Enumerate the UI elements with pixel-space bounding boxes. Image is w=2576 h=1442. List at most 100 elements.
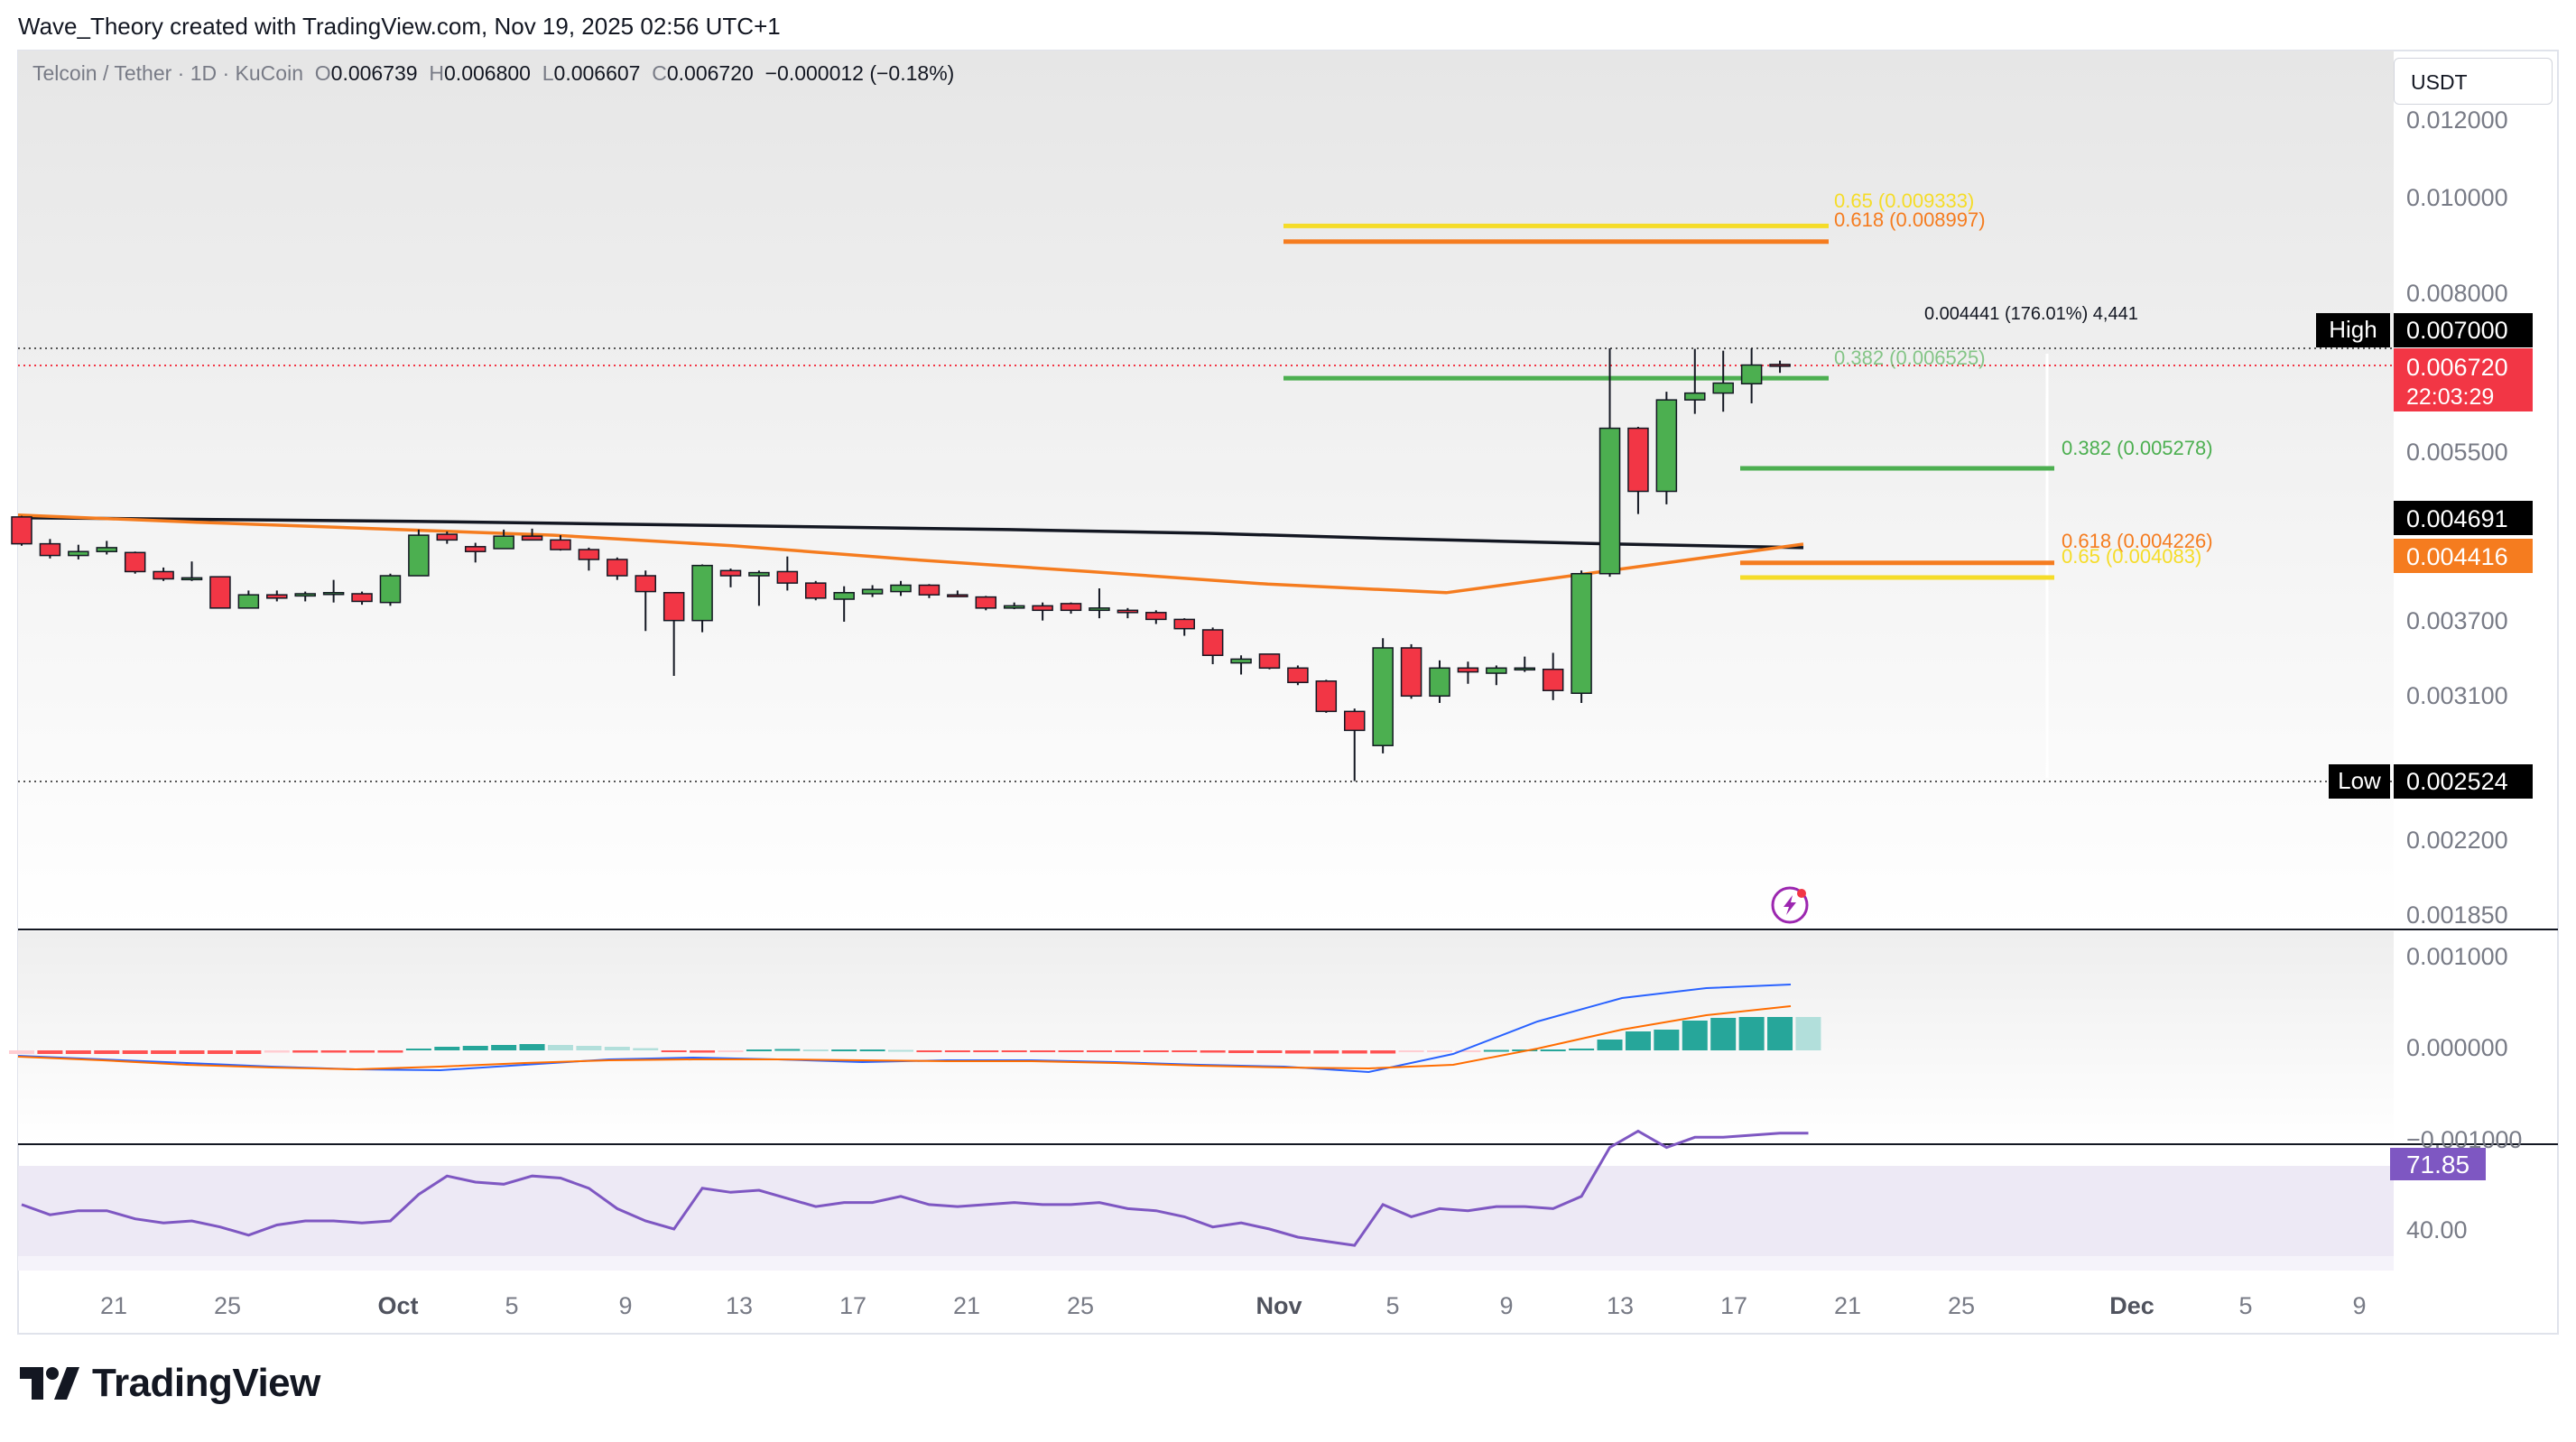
macd-histogram-bar [519,1044,545,1050]
macd-histogram-bar [859,1049,885,1051]
time-axis-label: 25 [214,1292,241,1319]
candle-body [1145,612,1167,621]
ema200-badge: 0.004691 [2394,501,2533,535]
last-price-badge: 0.006720 22:03:29 [2394,348,2533,411]
candle-body [1429,667,1450,698]
macd-histogram-bar [1767,1017,1793,1050]
candle [266,590,288,602]
rsi-band [18,1166,2394,1256]
time-axis-label: Oct [377,1292,418,1319]
time-axis-label: 5 [1385,1292,1399,1319]
macd-histogram-bar [944,1050,970,1052]
low-badge: Low 0.002524 [2329,764,2533,799]
candle-body [1258,653,1281,670]
macd-histogram-bar [491,1045,517,1050]
symbol-name: Telcoin / Tether · 1D · KuCoin [32,61,303,85]
candle-body [1089,607,1110,612]
macd-histogram-bar [690,1050,716,1053]
high-badge-value: 0.007000 [2406,317,2508,344]
candle-body [1627,427,1649,493]
macd-histogram-bar [236,1050,262,1054]
candle-body [209,576,231,609]
alert-lightning-icon[interactable] [1771,886,1809,924]
candle-body [1457,667,1479,673]
macd-histogram-bar [1030,1050,1056,1052]
macd-histogram-bar [1569,1049,1595,1050]
candle [237,590,260,609]
ema100-line [17,513,1804,595]
time-axis-label: 9 [1499,1292,1513,1319]
candle-body [748,571,770,577]
candle [635,570,656,632]
macd-histogram-bar [1398,1050,1424,1052]
close-value: 0.006720 [666,61,754,85]
candle-body [663,592,685,622]
candle [1145,610,1167,624]
price-axis-label: 0.010000 [2406,184,2508,211]
time-axis-label: 5 [505,1292,518,1319]
candle-body [237,594,260,609]
candle [1400,643,1422,699]
candle-body [408,534,430,577]
candle [181,561,203,581]
open-label: O [314,61,331,85]
rsi-badge-value: 71.85 [2406,1151,2469,1179]
macd-histogram-bar [349,1050,375,1053]
price-pane-bg [18,51,2394,929]
time-axis-label: 9 [618,1292,632,1319]
candle-body [1769,364,1791,367]
macd-histogram-bar [179,1050,205,1054]
macd-histogram-bar [1483,1049,1509,1052]
time-axis-label: 9 [2352,1292,2366,1319]
candle [1117,607,1139,619]
candle [124,551,146,574]
last-price-value: 0.006720 [2406,354,2508,381]
rsi-badge: 71.85 [2390,1148,2486,1180]
ema-lines [17,513,1804,595]
fib-lower-0618-label: 0.618 (0.004226) [2062,530,2213,552]
macd-histogram-bar [1341,1050,1367,1054]
candle [947,590,968,597]
macd-histogram-bar [264,1050,290,1053]
macd-histogram-bar [802,1049,829,1051]
macd-signal-line [17,1005,1792,1071]
low-value: 0.006607 [553,61,641,85]
candle-body [1032,605,1053,612]
candle-body [635,575,656,593]
high-badge-label: High [2329,316,2377,343]
macd-histogram-bar [888,1049,914,1052]
candle [691,564,713,633]
currency-selector-button[interactable]: USDT [2394,58,2553,105]
candle [436,531,459,544]
macd-histogram-bar [1284,1050,1311,1054]
rsi-line [21,1129,1809,1247]
tradingview-logo-text: TradingView [92,1361,320,1405]
candle-body [521,535,543,541]
low-badge-label: Low [2338,767,2381,794]
candle-body [861,588,884,595]
macd-histogram-bar [1313,1050,1339,1054]
macd-histogram-bar [547,1045,573,1050]
candle-body [1372,647,1394,746]
candle [1429,660,1450,703]
ema200-value: 0.004691 [2406,505,2508,532]
price-axis-label: 0.008000 [2406,280,2508,307]
tradingview-logo[interactable]: TradingView [20,1361,320,1406]
candle [322,579,345,603]
ema200-line [17,515,1804,550]
candle [1627,426,1649,514]
macd-histogram-bar [94,1050,120,1054]
candle-body [1486,667,1507,674]
candles-group [11,347,1791,781]
macd-histogram-bar [320,1050,347,1053]
candle [1655,392,1678,504]
time-axis-label: 17 [1720,1292,1747,1319]
candle [153,567,174,581]
candle-body [691,564,713,622]
tradingview-logo-icon [20,1367,79,1400]
time-axis-label: 17 [839,1292,866,1319]
candle-body [1315,680,1338,713]
candle [209,576,231,609]
macd-pane-bg [18,931,2394,1144]
